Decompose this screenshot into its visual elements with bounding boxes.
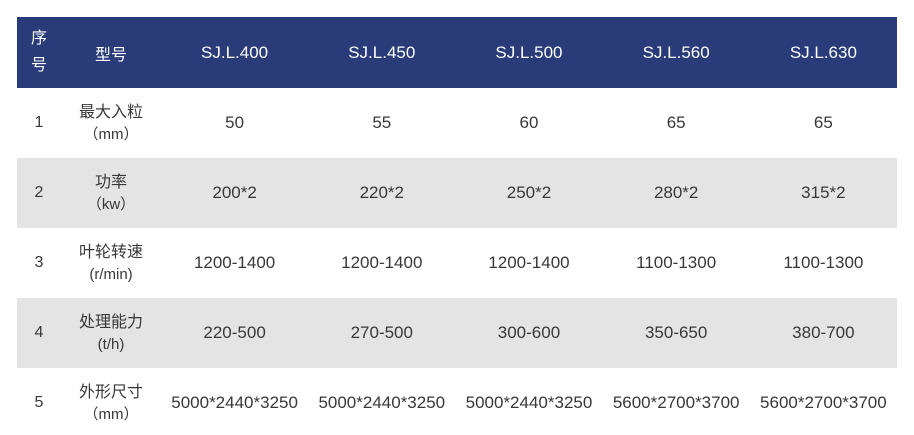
- row-serial-number: 4: [34, 324, 44, 341]
- header-model: 型号: [94, 46, 127, 64]
- row-label: 功率 （kw）: [61, 158, 161, 228]
- table-row: 5 外形尺寸 （mm） 5000*2440*3250 5000*2440*3250 500…: [17, 368, 897, 435]
- row-value: 250*2: [506, 183, 552, 202]
- row-value: 55: [372, 113, 392, 132]
- table-row: 3 叶轮转速 (r/min) 1200-1400 1200-1400 1200-1400 1…: [17, 228, 897, 298]
- table-row: 1 最大入粒 （mm） 50 55 60 65 65: [17, 88, 897, 158]
- row-value: 350-650: [644, 323, 708, 342]
- row-value: 1100-1300: [636, 253, 717, 272]
- row-value: 220*2: [359, 183, 404, 202]
- header-model-column: SJ.L.400: [201, 42, 269, 62]
- header-serial-number: 序号: [17, 17, 61, 88]
- row-value: 270-500: [350, 323, 413, 342]
- row-label-name: 功率: [94, 173, 127, 191]
- row-label-unit: (r/min): [89, 265, 133, 283]
- row-value: 315*2: [801, 183, 846, 202]
- header-model-column: SJ.L.450: [348, 42, 416, 62]
- row-value: 5000*2440*3250: [171, 393, 298, 412]
- table-row: 4 处理能力 (t/h) 220-500 270-500 300-600 350-650 38…: [17, 298, 897, 368]
- row-value: 5600*2700*3700: [760, 393, 887, 412]
- row-label: 外形尺寸 （mm）: [61, 368, 161, 435]
- row-label-name: 外形尺寸: [78, 383, 143, 401]
- row-value: 380-700: [792, 323, 855, 342]
- row-label: 最大入粒 （mm）: [61, 88, 161, 158]
- row-value: 1200-1400: [488, 253, 570, 272]
- row-value: 1200-1400: [341, 253, 423, 272]
- header-row: 序号 型号 SJ.L.400 SJ.L.450 SJ.L.500 SJ.L.560 SJ…: [17, 17, 897, 88]
- row-value: 220-500: [203, 323, 266, 342]
- row-label-unit: (t/h): [97, 335, 125, 353]
- row-label-name: 叶轮转速: [78, 243, 143, 261]
- row-label-unit: （mm）: [83, 405, 139, 423]
- row-label-name: 处理能力: [78, 313, 143, 331]
- header-serial-number-label: 序号: [30, 30, 47, 74]
- row-value: 200*2: [212, 183, 257, 202]
- row-value: 1100-1300: [783, 253, 864, 272]
- row-serial-number: 2: [34, 184, 44, 201]
- row-label-unit: （kw）: [86, 195, 136, 213]
- table-header: 序号 型号 SJ.L.400 SJ.L.450 SJ.L.500 SJ.L.560 SJ…: [17, 17, 897, 88]
- row-label-name: 最大入粒: [78, 103, 143, 121]
- row-value: 50: [225, 113, 245, 132]
- row-label-unit: （mm）: [83, 125, 139, 143]
- row-label: 叶轮转速 (r/min): [61, 228, 161, 298]
- row-serial-number: 5: [34, 394, 44, 411]
- table-row: 2 功率 （kw） 200*2 220*2 250*2 280*2 315*2: [17, 158, 897, 228]
- header-model-column: SJ.L.560: [642, 42, 710, 62]
- spec-table: 序号 型号 SJ.L.400 SJ.L.450 SJ.L.500 SJ.L.560 SJ…: [17, 17, 897, 435]
- row-value: 5000*2440*3250: [318, 393, 446, 412]
- row-value: 65: [813, 113, 833, 132]
- header-model-column: SJ.L.630: [789, 42, 857, 62]
- row-value: 65: [666, 113, 686, 132]
- row-value: 5000*2440*3250: [465, 393, 593, 412]
- row-serial-number: 1: [34, 114, 44, 131]
- row-value: 5600*2700*3700: [612, 393, 740, 412]
- row-value: 280*2: [653, 183, 699, 202]
- header-model-column: SJ.L.500: [495, 42, 563, 62]
- row-label: 处理能力 (t/h): [61, 298, 161, 368]
- row-value: 300-600: [497, 323, 561, 342]
- row-serial-number: 3: [34, 254, 44, 271]
- row-value: 60: [519, 113, 539, 132]
- table-body: 1 最大入粒 （mm） 50 55 60 65 65 2 功率 （kw） 200*2 220*2 250*…: [17, 88, 897, 435]
- row-value: 1200-1400: [193, 253, 276, 272]
